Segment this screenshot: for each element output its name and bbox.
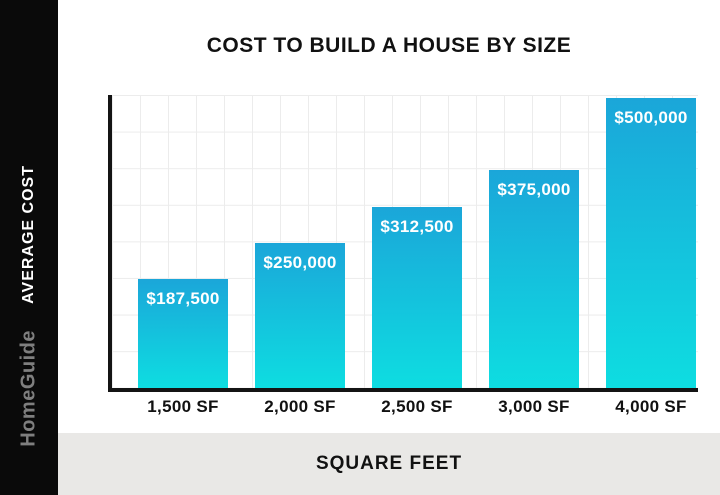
bar-value-label: $375,000	[497, 180, 571, 199]
bar-value-label: $312,500	[380, 217, 454, 236]
bar: $250,000	[255, 243, 345, 388]
left-sidebar: AVERAGE COST HomeGuide	[0, 0, 58, 495]
bar-value-label: $250,000	[263, 253, 337, 272]
plot-area: $187,500 $250,000 $312,500 $375,000 $500,000	[108, 95, 698, 392]
x-tick-label: 2,500 SF	[381, 397, 453, 416]
x-tick-label: 1,500 SF	[147, 397, 219, 416]
bar: $375,000	[489, 170, 579, 388]
x-axis-strip: SQUARE FEET	[58, 433, 720, 495]
y-axis-title: AVERAGE COST	[20, 165, 37, 304]
x-tick-label: 2,000 SF	[264, 397, 336, 416]
bar: $500,000	[606, 98, 696, 388]
bar-value-label: $500,000	[614, 108, 688, 127]
x-axis-tick-labels: 1,500 SF 2,000 SF 2,500 SF 3,000 SF 4,000 SF	[112, 397, 698, 423]
bar: $187,500	[138, 279, 228, 388]
chart-title: COST TO BUILD A HOUSE BY SIZE	[206, 34, 572, 57]
x-tick-label: 4,000 SF	[615, 397, 687, 416]
x-axis-title: SQUARE FEET	[315, 453, 463, 474]
brand-logo: HomeGuide	[17, 330, 40, 447]
bar-value-label: $187,500	[146, 289, 220, 308]
bar: $312,500	[372, 207, 462, 388]
x-tick-label: 3,000 SF	[498, 397, 570, 416]
